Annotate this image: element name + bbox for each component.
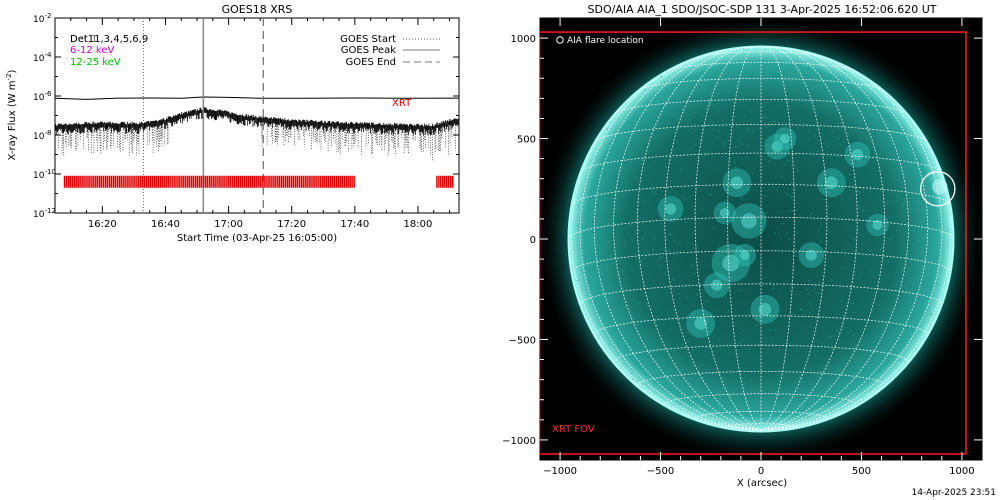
latitude-line xyxy=(571,183,951,206)
solar-active-regions xyxy=(571,48,954,430)
longitude-line xyxy=(760,46,858,431)
longitude-line xyxy=(664,46,762,431)
xrt-obs-range-1 xyxy=(436,175,454,188)
active-region-core-6 xyxy=(722,254,740,272)
goes-series-spikes-1 xyxy=(55,121,456,162)
aia-ytick-label-0: −1000 xyxy=(502,436,536,447)
goes-xtick-label-3: 17:20 xyxy=(277,219,306,230)
longitude-line xyxy=(694,46,762,431)
xrt-obs-range-0 xyxy=(63,175,355,188)
goes-y-axis: 10-12 10-10 10-8 10-6 10-4 10-2 xyxy=(33,12,459,220)
goes-ytick-label-0: 10-12 xyxy=(33,207,56,220)
flare-location-circle xyxy=(920,171,956,207)
xrt-label: XRT xyxy=(392,98,412,109)
goes-ytick-label-3: 10-6 xyxy=(33,90,52,103)
goes-ytick-label-2: 10-8 xyxy=(33,129,51,142)
aia-xtick-label-0: −1000 xyxy=(543,466,577,477)
goes-xtick-label-2: 17:00 xyxy=(214,219,243,230)
flare-legend-label: AIA flare location xyxy=(567,36,644,46)
goes-ylabel: X-ray Flux (W m-2) xyxy=(5,69,18,160)
goes-ylabel-sup: -2 xyxy=(5,73,13,80)
aia-xlabel: X (arcsec) xyxy=(737,478,787,489)
goes-xtick-label-5: 18:00 xyxy=(404,219,433,230)
aia-xtick-label-1: −500 xyxy=(647,466,674,477)
longitude-line xyxy=(593,50,762,431)
longitude-line xyxy=(760,56,943,431)
longitude-line xyxy=(571,77,762,431)
active-region-core-3 xyxy=(741,213,757,229)
active-region-core-1 xyxy=(771,140,783,153)
aia-xtick-label-3: 500 xyxy=(852,466,871,477)
goes-ytick-label-1: 10-10 xyxy=(33,168,56,181)
aia-xtick-label-4: 1000 xyxy=(949,466,974,477)
goes-xrs-plot: GOES18 XRS 10-12 10-10 10-8 10-6 10-4 10-2 16… xyxy=(5,3,460,244)
goes-ytick-label-4: 10-4 xyxy=(33,51,52,64)
legend-goes-peak: GOES Peak xyxy=(341,45,396,56)
footer-timestamp: 14-Apr-2025 23:51 xyxy=(911,488,996,498)
goes-series-line-0 xyxy=(55,96,459,100)
longitude-line xyxy=(760,47,886,431)
channel-label-det-overlap: Det 1 xyxy=(70,34,97,45)
longitude-line xyxy=(760,77,951,431)
channel-label-det: Det11,3,4,5,6,9 xyxy=(70,34,148,45)
longitude-line xyxy=(760,46,828,431)
goes-xtick-label-4: 17:40 xyxy=(340,219,369,230)
legend-goes-start: GOES Start xyxy=(340,34,396,45)
active-region-core-4 xyxy=(719,207,730,218)
active-region-core-11 xyxy=(805,249,817,261)
longitude-line xyxy=(727,46,762,431)
goes-ylabel-close: ) xyxy=(7,69,18,73)
aia-ytick-label-2: 0 xyxy=(530,235,536,246)
goes-series-layer xyxy=(55,96,459,162)
longitude-line xyxy=(760,238,954,431)
goes-xtick-label-1: 16:40 xyxy=(151,219,180,230)
legend-goes-end: GOES End xyxy=(346,57,396,68)
goes-ylabel-main: X-ray Flux (W m xyxy=(7,80,18,160)
active-region-core-8 xyxy=(824,176,838,190)
channel-label-12-25: 12-25 keV xyxy=(70,57,121,68)
active-region-core-14 xyxy=(740,250,750,260)
latitude-line xyxy=(636,371,886,386)
aia-xtick-label-2: 0 xyxy=(758,466,764,477)
flare-glow xyxy=(932,179,948,195)
aia-axes: −1000 −500 0 500 1000 −1000 −500 0 500 1000 xyxy=(502,18,982,477)
aia-ytick-label-1: −500 xyxy=(509,335,536,346)
channel-label-6-12: 6-12 keV xyxy=(70,45,114,56)
active-region-core-10 xyxy=(851,148,864,161)
active-region-core-0 xyxy=(730,176,744,190)
goes-plot-frame xyxy=(54,17,460,214)
goes-ytick-label-5: 10-2 xyxy=(33,12,51,25)
longitude-line xyxy=(760,46,795,431)
aia-image-plot: SDO/AIA AIA_1 SDO/JSOC-SDP 131 3-Apr-202… xyxy=(502,3,983,489)
goes-x-axis: 16:20 16:40 17:00 17:20 17:40 18:00 xyxy=(70,18,451,230)
latitude-line xyxy=(698,51,824,58)
aia-ytick-label-4: 1000 xyxy=(511,34,536,45)
active-region-core-7 xyxy=(711,279,723,291)
active-region-core-2 xyxy=(780,133,791,144)
active-region-core-12 xyxy=(872,220,883,230)
longitude-line xyxy=(568,238,762,431)
aia-ytick-label-3: 500 xyxy=(517,135,536,146)
solar-disk xyxy=(568,46,954,432)
active-region-core-9 xyxy=(664,203,677,215)
flare-legend-icon xyxy=(556,36,564,44)
longitude-line xyxy=(579,56,762,431)
goes-xtick-label-0: 16:20 xyxy=(88,219,117,230)
xrt-observation-bars xyxy=(63,175,454,188)
xrt-fov-label: XRT FOV xyxy=(552,424,595,435)
longitude-line xyxy=(760,50,929,431)
active-region-core-13 xyxy=(694,317,708,330)
active-region-core-5 xyxy=(758,302,772,316)
heliographic-grid xyxy=(568,46,954,431)
goes-plot-title: GOES18 XRS xyxy=(222,3,293,16)
goes-series-band-1 xyxy=(55,107,459,136)
svg-text:X-ray Flux (W m-2): X-ray Flux (W m-2) xyxy=(5,69,18,160)
longitude-line xyxy=(636,47,762,431)
aia-plot-title: SDO/AIA AIA_1 SDO/JSOC-SDP 131 3-Apr-202… xyxy=(588,3,937,16)
goes-xlabel: Start Time (03-Apr-25 16:05:00) xyxy=(177,233,337,244)
xrt-fov-box xyxy=(540,31,967,455)
